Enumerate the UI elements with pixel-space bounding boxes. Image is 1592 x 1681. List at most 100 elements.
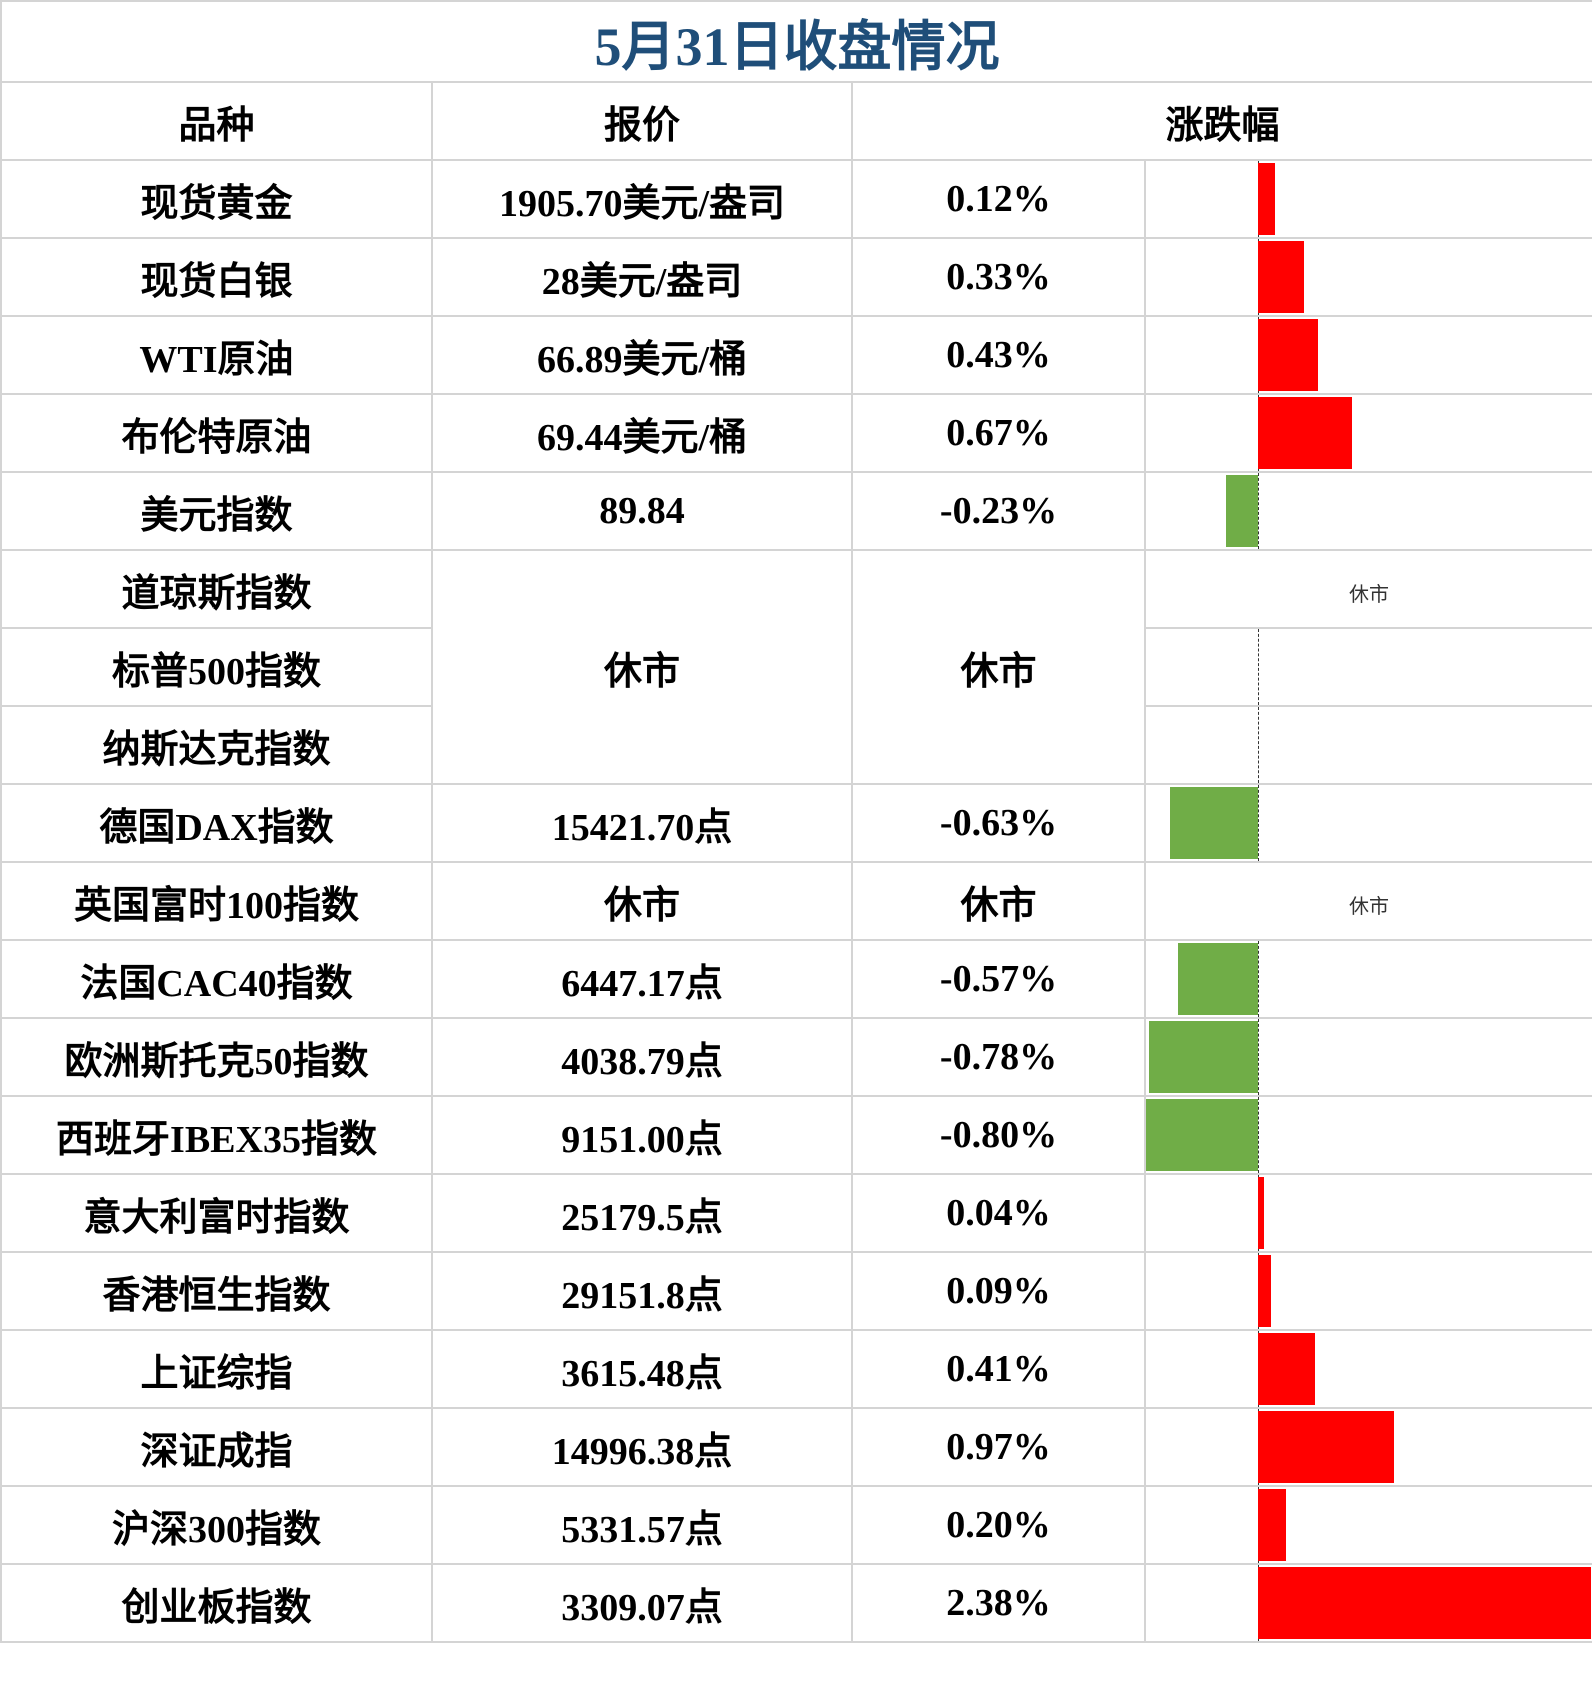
bar-沪深300指数 bbox=[1258, 1489, 1286, 1561]
table-row: 深证成指 14996.38点 0.97% bbox=[0, 1407, 1592, 1487]
row-change: 0.12% bbox=[851, 159, 1146, 239]
bar-cell bbox=[1144, 783, 1592, 863]
row-change: 休市 bbox=[851, 549, 1146, 785]
bar-cell bbox=[1144, 237, 1592, 317]
bar-cell bbox=[1144, 315, 1592, 395]
bar-现货白银 bbox=[1258, 241, 1305, 313]
row-change: 2.38% bbox=[851, 1563, 1146, 1643]
row-price: 69.44美元/桶 bbox=[431, 393, 853, 473]
row-price: 28美元/盎司 bbox=[431, 237, 853, 317]
bar-cell: 休市 bbox=[1144, 861, 1592, 941]
row-price: 休市 bbox=[431, 549, 853, 785]
bar-cell bbox=[1144, 1407, 1592, 1487]
table-row: 美元指数 89.84 -0.23% bbox=[0, 471, 1592, 551]
table-row: 纳斯达克指数 bbox=[0, 705, 1592, 785]
table-row: 欧洲斯托克50指数 4038.79点 -0.78% bbox=[0, 1017, 1592, 1097]
table-row: WTI原油 66.89美元/桶 0.43% bbox=[0, 315, 1592, 395]
row-change: 0.43% bbox=[851, 315, 1146, 395]
table-row: 道琼斯指数 休市 休市 休市 bbox=[0, 549, 1592, 785]
row-change: 0.67% bbox=[851, 393, 1146, 473]
table-row: 沪深300指数 5331.57点 0.20% bbox=[0, 1485, 1592, 1565]
table-row: 英国富时100指数 休市 休市 休市 bbox=[0, 861, 1592, 941]
row-price: 休市 bbox=[431, 861, 853, 941]
row-name: 创业板指数 bbox=[0, 1563, 433, 1643]
table-row: 现货白银 28美元/盎司 0.33% bbox=[0, 237, 1592, 317]
zero-axis-line bbox=[1258, 708, 1259, 782]
bar-上证综指 bbox=[1258, 1333, 1316, 1405]
row-name: 纳斯达克指数 bbox=[0, 705, 433, 785]
zero-axis-line bbox=[1258, 474, 1259, 548]
bar-美元指数 bbox=[1225, 475, 1258, 547]
bar-德国DAX指数 bbox=[1169, 787, 1258, 859]
table-row: 香港恒生指数 29151.8点 0.09% bbox=[0, 1251, 1592, 1331]
bar-cell bbox=[1144, 1251, 1592, 1331]
row-price: 66.89美元/桶 bbox=[431, 315, 853, 395]
header-price: 报价 bbox=[431, 81, 853, 161]
row-price: 5331.57点 bbox=[431, 1485, 853, 1565]
page-title: 5月31日收盘情况 bbox=[0, 0, 1592, 83]
bar-意大利富时指数 bbox=[1258, 1177, 1264, 1249]
header-name: 品种 bbox=[0, 81, 433, 161]
row-name: 道琼斯指数 bbox=[0, 549, 433, 629]
bar-欧洲斯托克50指数 bbox=[1148, 1021, 1258, 1093]
bar-现货黄金 bbox=[1258, 163, 1275, 235]
row-name: 德国DAX指数 bbox=[0, 783, 433, 863]
bar-cell bbox=[1144, 705, 1592, 785]
row-name: 香港恒生指数 bbox=[0, 1251, 433, 1331]
zero-axis-line bbox=[1258, 942, 1259, 1016]
row-name: 沪深300指数 bbox=[0, 1485, 433, 1565]
row-change: -0.63% bbox=[851, 783, 1146, 863]
table-row: 标普500指数 bbox=[0, 627, 1592, 707]
bar-cell bbox=[1144, 393, 1592, 473]
bar-cell bbox=[1144, 1173, 1592, 1253]
table-row: 布伦特原油 69.44美元/桶 0.67% bbox=[0, 393, 1592, 473]
bar-cell bbox=[1144, 627, 1592, 707]
bar-cell bbox=[1144, 939, 1592, 1019]
row-name: 西班牙IBEX35指数 bbox=[0, 1095, 433, 1175]
bar-西班牙IBEX35指数 bbox=[1146, 1099, 1258, 1171]
row-price: 3309.07点 bbox=[431, 1563, 853, 1643]
row-price: 1905.70美元/盎司 bbox=[431, 159, 853, 239]
row-price: 15421.70点 bbox=[431, 783, 853, 863]
table-row: 创业板指数 3309.07点 2.38% bbox=[0, 1563, 1592, 1643]
row-change: 0.20% bbox=[851, 1485, 1146, 1565]
row-change: 休市 bbox=[851, 861, 1146, 941]
row-change: -0.23% bbox=[851, 471, 1146, 551]
bar-布伦特原油 bbox=[1258, 397, 1352, 469]
row-name: 布伦特原油 bbox=[0, 393, 433, 473]
bar-cell bbox=[1144, 1563, 1592, 1643]
bar-note: 休市 bbox=[1349, 896, 1389, 918]
row-price: 4038.79点 bbox=[431, 1017, 853, 1097]
bar-cell bbox=[1144, 1485, 1592, 1565]
row-price: 14996.38点 bbox=[431, 1407, 853, 1487]
row-name: 现货黄金 bbox=[0, 159, 433, 239]
row-name: 深证成指 bbox=[0, 1407, 433, 1487]
table-row: 意大利富时指数 25179.5点 0.04% bbox=[0, 1173, 1592, 1253]
table-row: 现货黄金 1905.70美元/盎司 0.12% bbox=[0, 159, 1592, 239]
row-price: 3615.48点 bbox=[431, 1329, 853, 1409]
row-price: 89.84 bbox=[431, 471, 853, 551]
bar-香港恒生指数 bbox=[1258, 1255, 1271, 1327]
table-row: 西班牙IBEX35指数 9151.00点 -0.80% bbox=[0, 1095, 1592, 1175]
row-change: 0.41% bbox=[851, 1329, 1146, 1409]
header-change: 涨跌幅 bbox=[851, 81, 1592, 161]
zero-axis-line bbox=[1258, 630, 1259, 704]
row-name: 欧洲斯托克50指数 bbox=[0, 1017, 433, 1097]
row-name: 标普500指数 bbox=[0, 627, 433, 707]
row-name: 英国富时100指数 bbox=[0, 861, 433, 941]
row-change: -0.78% bbox=[851, 1017, 1146, 1097]
row-name: 意大利富时指数 bbox=[0, 1173, 433, 1253]
row-change: -0.80% bbox=[851, 1095, 1146, 1175]
bar-note: 休市 bbox=[1349, 584, 1389, 606]
row-price: 25179.5点 bbox=[431, 1173, 853, 1253]
row-name: WTI原油 bbox=[0, 315, 433, 395]
row-change: 0.97% bbox=[851, 1407, 1146, 1487]
row-name: 上证综指 bbox=[0, 1329, 433, 1409]
bar-cell bbox=[1144, 1017, 1592, 1097]
market-close-table: 5月31日收盘情况 品种 报价 涨跌幅 现货黄金 1905.70美元/盎司 0.12… bbox=[0, 0, 1592, 1643]
zero-axis-line bbox=[1258, 786, 1259, 860]
row-name: 法国CAC40指数 bbox=[0, 939, 433, 1019]
bar-cell bbox=[1144, 471, 1592, 551]
row-name: 现货白银 bbox=[0, 237, 433, 317]
row-price: 9151.00点 bbox=[431, 1095, 853, 1175]
